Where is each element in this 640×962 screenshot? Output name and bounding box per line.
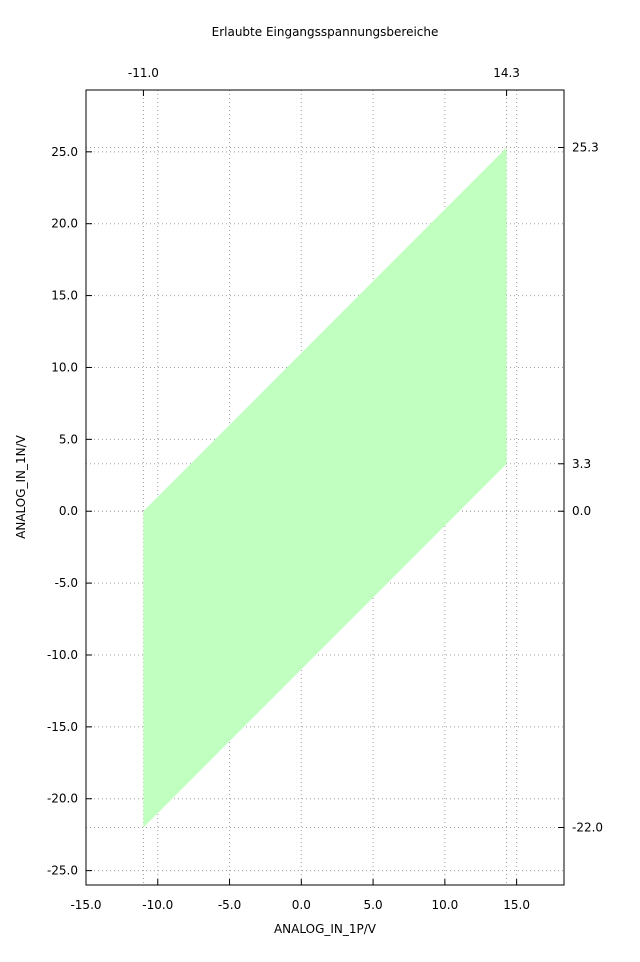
ticks <box>85 90 564 885</box>
tick-labels: -15.0 -10.0 -5.0 0.0 5.0 10.0 15.0 -25.0 -20.0 -1… <box>47 66 603 912</box>
x-tick-label: 15.0 <box>503 898 530 912</box>
x-tick-label: -15.0 <box>70 898 101 912</box>
x-tick-label: 10.0 <box>431 898 458 912</box>
x2-tick-label: -11.0 <box>128 66 159 80</box>
y-tick-label: -5.0 <box>55 576 78 590</box>
x-tick-label: 5.0 <box>364 898 383 912</box>
y2-tick-label: -22.0 <box>572 820 603 834</box>
y-tick-label: 10.0 <box>51 360 78 374</box>
x-axis-label: ANALOG_IN_1P/V <box>274 922 377 936</box>
y-tick-label: 25.0 <box>51 145 78 159</box>
y-tick-label: 15.0 <box>51 289 78 303</box>
plot-frame <box>85 89 565 886</box>
y-tick-label: 0.0 <box>59 504 78 518</box>
y-tick-label: -25.0 <box>47 864 78 878</box>
allowed-region <box>143 147 507 828</box>
y2-tick-label: 3.3 <box>572 457 591 471</box>
y2-tick-label: 25.3 <box>572 141 599 155</box>
y-axis-label: ANALOG_IN_1N/V <box>14 434 28 539</box>
chart-title: Erlaubte Eingangsspannungsbereiche <box>212 25 439 39</box>
y-tick-label: 5.0 <box>59 432 78 446</box>
x2-tick-label: 14.3 <box>493 66 520 80</box>
x-tick-label: -10.0 <box>142 898 173 912</box>
y2-tick-label: 0.0 <box>572 504 591 518</box>
y-tick-label: -20.0 <box>47 792 78 806</box>
x-tick-label: 0.0 <box>292 898 311 912</box>
y-tick-label: -10.0 <box>47 648 78 662</box>
x-tick-label: -5.0 <box>218 898 241 912</box>
y-tick-label: -15.0 <box>47 720 78 734</box>
y-tick-label: 20.0 <box>51 217 78 231</box>
